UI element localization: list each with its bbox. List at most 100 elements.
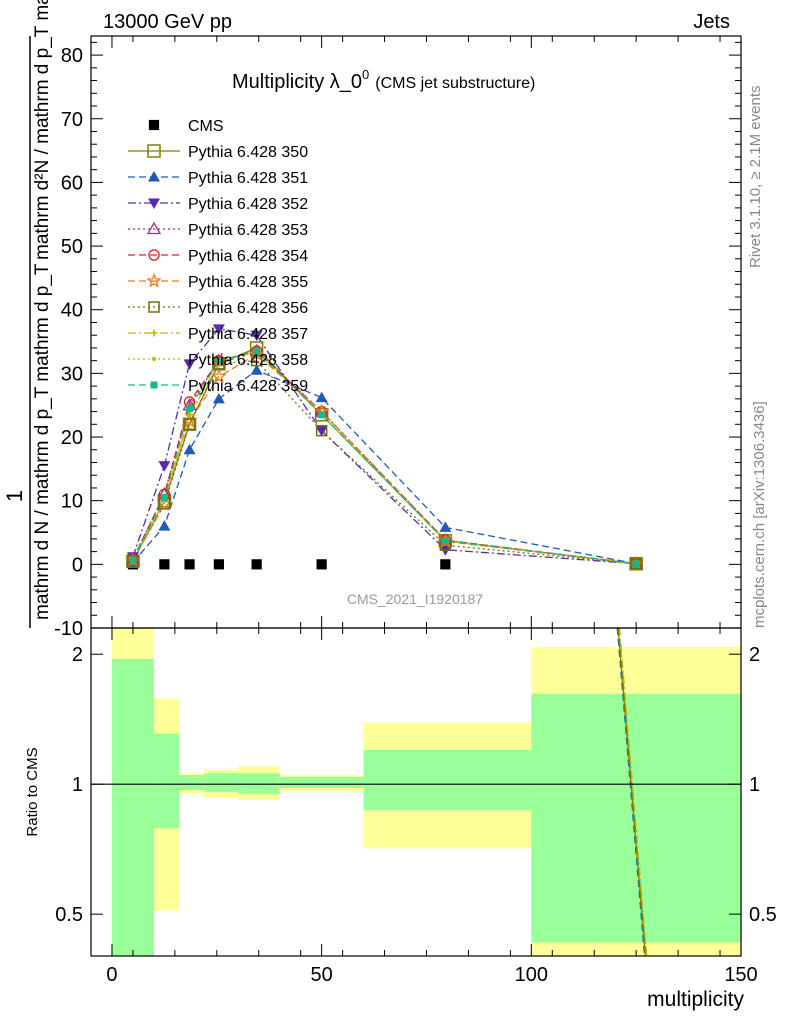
data-point-series-0 [316, 559, 327, 570]
legend-entry: Pythia 6.428 352 [128, 196, 308, 213]
plot-title: Multiplicity λ_00 (CMS jet substructure) [232, 67, 535, 93]
legend-marker [148, 249, 160, 261]
data-point-series-3 [212, 324, 225, 335]
y-tick-label: 60 [61, 172, 83, 194]
legend-marker [148, 171, 160, 182]
plot-title-sup: 0 [362, 67, 369, 82]
y-tick-label: 20 [61, 427, 83, 449]
data-point-series-3 [315, 426, 328, 437]
data-point-series-10 [632, 560, 640, 568]
legend-label: Pythia 6.428 353 [188, 222, 308, 239]
legend-entry: Pythia 6.428 351 [128, 170, 308, 187]
legend-marker [150, 329, 158, 337]
data-point-series-10 [186, 404, 194, 412]
legend-label: Pythia 6.428 358 [188, 352, 308, 369]
plot-title-sub: (CMS jet substructure) [375, 75, 535, 92]
series-line-5 [132, 350, 637, 565]
main-series-markers [125, 324, 644, 571]
y-tick-label: 40 [61, 300, 83, 322]
legend-label: Pythia 6.428 356 [188, 300, 308, 317]
analysis-watermark: CMS_2021_I1920187 [347, 591, 483, 607]
data-point-series-0 [251, 559, 262, 570]
ratio-plot-frame [90, 627, 742, 957]
data-point-series-0 [213, 559, 225, 570]
data-point-series-6 [211, 368, 227, 384]
series-line-2 [132, 369, 637, 565]
series-line-9 [132, 350, 637, 565]
header-left: 13000 GeV pp [103, 11, 232, 33]
legend-entry: Pythia 6.428 358 [128, 352, 308, 369]
data-point-series-7 [183, 418, 196, 431]
data-point-series-0 [440, 559, 451, 570]
data-point-series-3 [183, 359, 196, 370]
data-point-series-3 [158, 461, 171, 472]
ratio-bands [111, 628, 741, 956]
legend-label: Pythia 6.428 351 [188, 170, 308, 187]
legend-marker [147, 144, 161, 158]
ratio-y-tick-label: 0.5 [55, 904, 83, 926]
series-line-10 [132, 350, 637, 565]
rivet-label: Rivet 3.1.10, ≥ 2.1M events [747, 86, 764, 269]
y-tick-label: 10 [61, 491, 83, 513]
ratio-band-inner [363, 749, 532, 811]
legend: CMS Pythia 6.428 350 Pythia 6.428 351 Pythi… [128, 118, 308, 395]
legend-marker [148, 119, 160, 131]
legend-marker [150, 381, 158, 389]
legend-label: Pythia 6.428 354 [188, 248, 308, 265]
legend-label: Pythia 6.428 355 [188, 274, 308, 291]
data-point-series-7 [250, 354, 263, 367]
ratio-y-tick-label-right: 0.5 [749, 904, 777, 926]
x-tick-label: 100 [515, 964, 548, 986]
x-tick-label: 150 [724, 964, 757, 986]
ratio-curve [618, 627, 648, 957]
legend-entry: CMS [148, 118, 224, 135]
axes: -10 0 10 20 30 40 50 60 70 80 0 50 100 150 0.5 0.5 1 1 2 2 [54, 36, 777, 986]
y-tick-label: 0 [72, 554, 83, 576]
x-tick-label: 0 [106, 964, 117, 986]
ratio-band-inner [179, 775, 205, 790]
ratio-y-tick-label: 1 [72, 774, 83, 796]
data-point-series-1 [182, 417, 197, 432]
series-line-3 [132, 328, 637, 565]
y-axis-label-main: 1 mathrm d N / mathrm d p_T mathrm d p_T… [2, 0, 53, 628]
legend-label: CMS [188, 118, 224, 135]
y-label-denominator: mathrm d N / mathrm d p_T mathrm d p_T [32, 263, 53, 620]
legend-entry: Pythia 6.428 357 [128, 326, 308, 343]
y-tick-label: 80 [61, 45, 83, 67]
data-point-series-2 [250, 364, 263, 375]
legend-label: Pythia 6.428 357 [188, 326, 308, 343]
ratio-y-tick-label: 2 [72, 644, 83, 666]
data-point-series-10 [215, 357, 223, 365]
header-right: Jets [693, 11, 730, 33]
y-tick-label: 30 [61, 363, 83, 385]
data-point-series-10 [253, 347, 261, 355]
data-point-series-7 [630, 557, 642, 570]
data-point-series-6 [248, 346, 265, 361]
ratio-band-inner [204, 773, 238, 792]
legend-entry: Pythia 6.428 359 [128, 378, 308, 395]
legend-entry: Pythia 6.428 355 [128, 272, 308, 291]
mcplots-label: mcplots.cern.ch [arXiv:1306.3436] [751, 401, 768, 628]
legend-entry: Pythia 6.428 350 [128, 144, 308, 161]
y-label-numerator: mathrm d²N / mathrm d p_T mathrm d lambd… [32, 0, 53, 260]
ratio-band-inner [531, 693, 741, 943]
legend-entry: Pythia 6.428 354 [128, 248, 308, 265]
ratio-band-inner [153, 733, 180, 829]
ratio-band-inner [279, 776, 364, 788]
y-axis-label-ratio: Ratio to CMS [24, 747, 41, 836]
legend-entry: Pythia 6.428 353 [128, 221, 308, 239]
ratio-curve [617, 627, 646, 957]
legend-label: Pythia 6.428 350 [188, 144, 308, 161]
data-point-series-10 [129, 556, 137, 564]
data-point-series-3 [250, 330, 263, 342]
legend-label: Pythia 6.428 352 [188, 196, 308, 213]
data-point-series-9 [187, 412, 192, 417]
ratio-y-tick-label-right: 2 [749, 644, 760, 666]
y-tick-label: 70 [61, 109, 83, 131]
main-series-lines [132, 328, 637, 565]
y-tick-label: -10 [54, 618, 83, 640]
ratio-y-tick-label-right: 1 [749, 774, 760, 796]
data-point-series-10 [441, 537, 449, 545]
data-point-series-10 [160, 494, 168, 502]
data-point-series-2 [158, 520, 171, 531]
